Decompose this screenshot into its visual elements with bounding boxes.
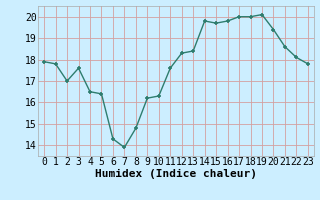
X-axis label: Humidex (Indice chaleur): Humidex (Indice chaleur)	[95, 169, 257, 179]
